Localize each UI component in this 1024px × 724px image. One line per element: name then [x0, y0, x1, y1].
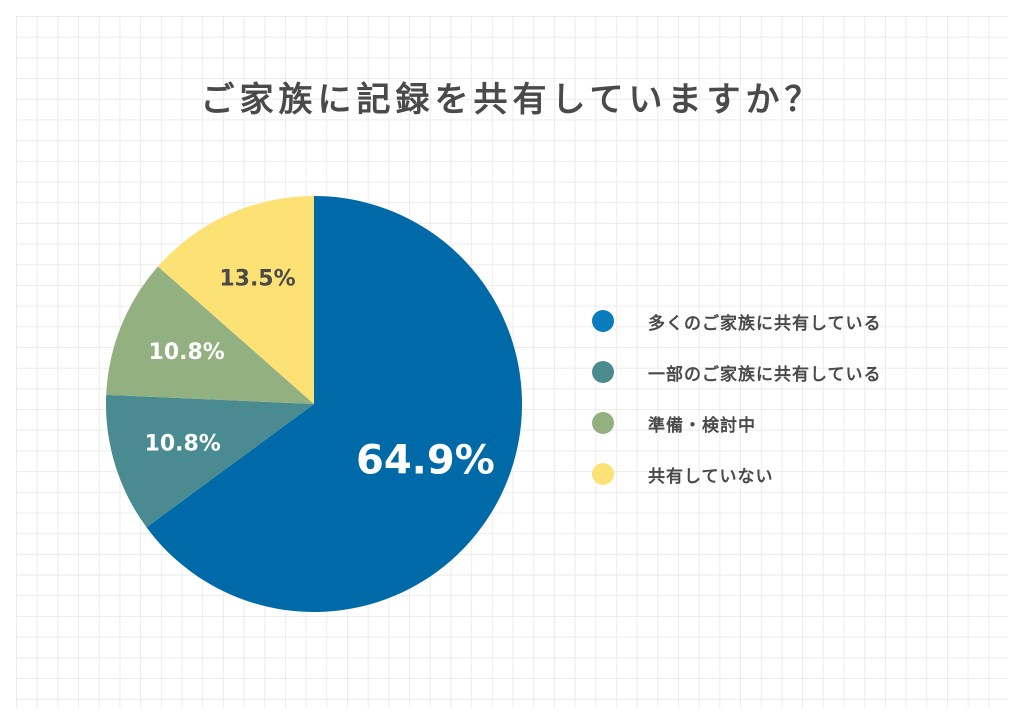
legend-item: 一部のご家族に共有している: [592, 347, 882, 397]
slice-data-label: 10.8%: [145, 432, 221, 457]
legend-swatch: [592, 412, 614, 434]
chart-title: ご家族に記録を共有していますか？: [200, 80, 824, 120]
legend: 多くのご家族に共有している 一部のご家族に共有している 準備・検討中 共有していない: [592, 296, 882, 500]
pie-slice: [146, 196, 523, 612]
legend-swatch: [592, 361, 614, 383]
legend-label: 一部のご家族に共有している: [648, 364, 882, 385]
legend-item: 共有していない: [592, 449, 882, 499]
legend-label: 準備・検討中: [648, 415, 756, 436]
legend-label: 共有していない: [648, 466, 774, 487]
slice-data-label: 13.5%: [219, 266, 295, 291]
legend-item: 準備・検討中: [592, 398, 882, 448]
legend-swatch: [592, 310, 614, 332]
legend-swatch: [592, 463, 614, 485]
legend-item: 多くのご家族に共有している: [592, 296, 882, 346]
slice-data-label: 10.8%: [149, 340, 225, 365]
pie-slice: [105, 394, 314, 528]
pie-slice: [106, 266, 314, 404]
legend-label: 多くのご家族に共有している: [648, 313, 882, 334]
pie-slice: [157, 196, 314, 404]
slice-data-label: 64.9%: [356, 437, 495, 483]
